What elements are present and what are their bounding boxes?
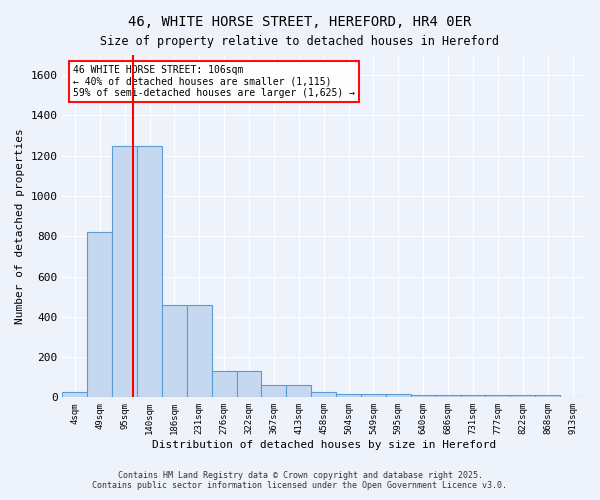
Bar	[411, 396, 436, 398]
Text: Contains HM Land Registry data © Crown copyright and database right 2025.
Contai: Contains HM Land Registry data © Crown c…	[92, 470, 508, 490]
Bar	[311, 392, 336, 398]
Bar	[485, 396, 511, 398]
Bar	[112, 146, 137, 398]
X-axis label: Distribution of detached houses by size in Hereford: Distribution of detached houses by size …	[152, 440, 496, 450]
Y-axis label: Number of detached properties: Number of detached properties	[15, 128, 25, 324]
Bar	[336, 394, 361, 398]
Bar	[535, 396, 560, 398]
Bar	[187, 304, 212, 398]
Text: 46 WHITE HORSE STREET: 106sqm
← 40% of detached houses are smaller (1,115)
59% o: 46 WHITE HORSE STREET: 106sqm ← 40% of d…	[73, 66, 355, 98]
Bar	[236, 371, 262, 398]
Text: 46, WHITE HORSE STREET, HEREFORD, HR4 0ER: 46, WHITE HORSE STREET, HEREFORD, HR4 0E…	[128, 15, 472, 29]
Bar	[461, 396, 485, 398]
Bar	[386, 394, 411, 398]
Bar	[436, 396, 461, 398]
Bar	[511, 396, 535, 398]
Bar	[212, 371, 236, 398]
Text: Size of property relative to detached houses in Hereford: Size of property relative to detached ho…	[101, 35, 499, 48]
Bar	[137, 146, 162, 398]
Bar	[62, 392, 88, 398]
Bar	[361, 394, 386, 398]
Bar	[262, 386, 286, 398]
Bar	[88, 232, 112, 398]
Bar	[162, 304, 187, 398]
Bar	[286, 386, 311, 398]
